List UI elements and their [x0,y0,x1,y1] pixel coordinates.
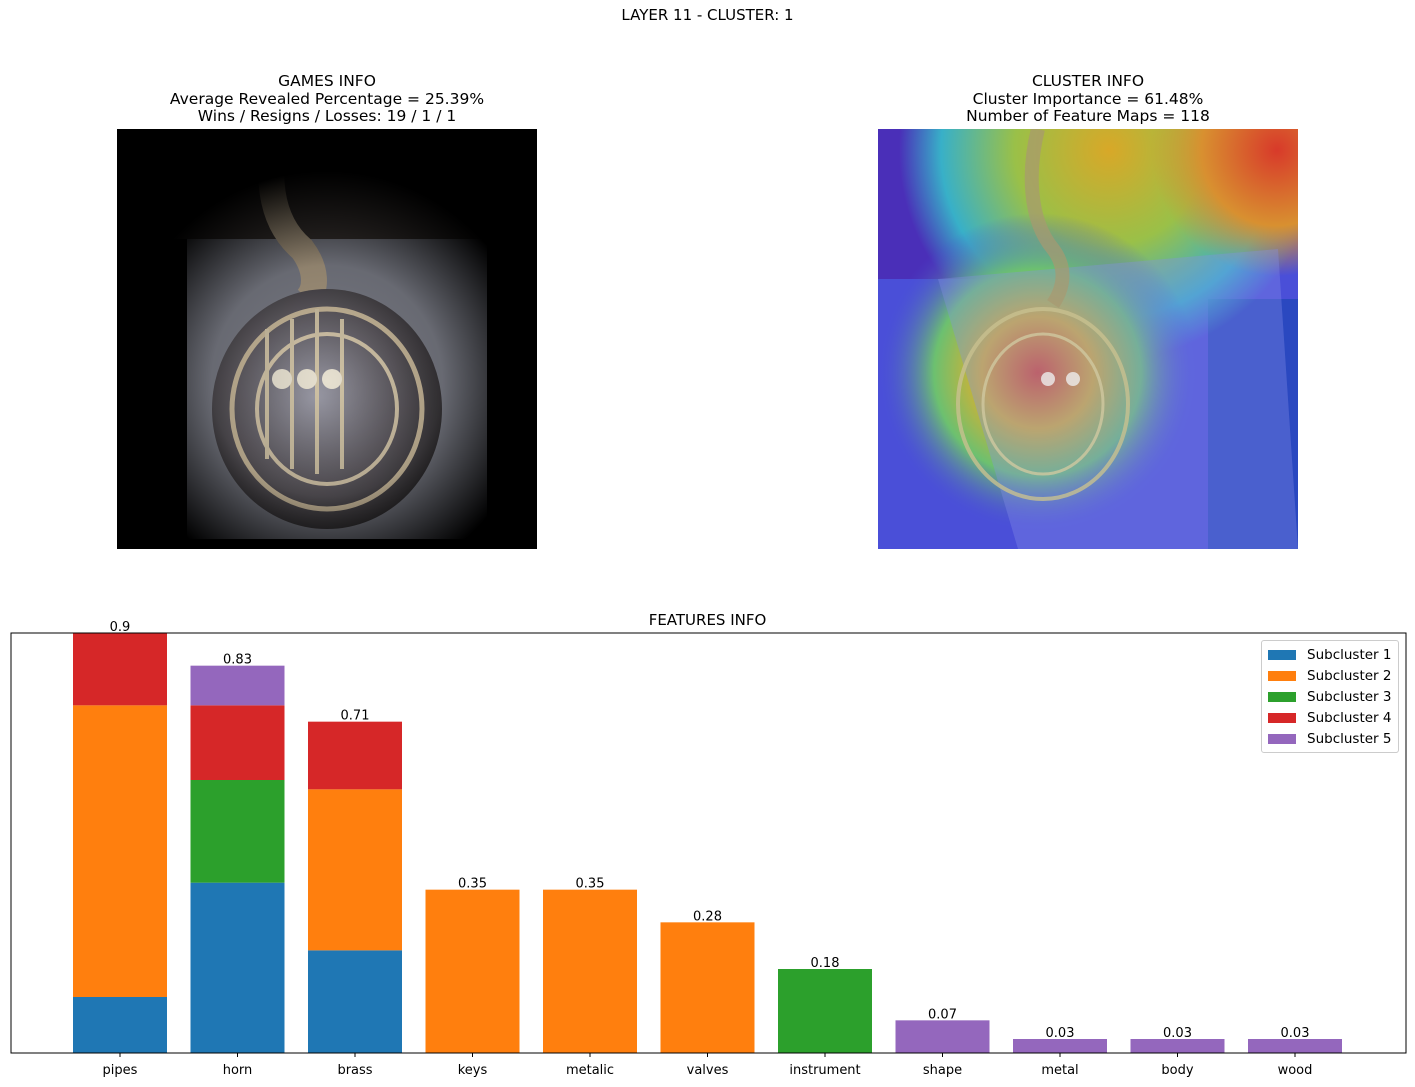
bar-total-label: 0.07 [928,1007,957,1022]
bar-pipes-subcluster-4 [73,633,167,706]
cluster-info-title: CLUSTER INFO [1031,72,1145,90]
average-revealed-percentage: Average Revealed Percentage = 25.39% [169,89,485,108]
bar-total-label: 0.18 [811,956,840,971]
bar-total-label: 0.03 [1046,1026,1075,1041]
cluster-info-title-block: CLUSTER INFO Cluster Importance = 61.48%… [878,72,1298,126]
legend-item: Subcluster 1 [1262,644,1398,665]
legend-item: Subcluster 2 [1262,665,1398,686]
x-tick-label: valves [687,1063,729,1078]
legend-item: Subcluster 3 [1262,686,1398,707]
cluster-importance: Cluster Importance = 61.48% [972,89,1204,108]
bar-body-subcluster-5 [1130,1039,1225,1053]
legend-label: Subcluster 1 [1307,646,1392,663]
wins-resigns-losses: Wins / Resigns / Losses: 19 / 1 / 1 [197,107,457,125]
legend-label: Subcluster 5 [1307,730,1392,747]
x-tick-label: horn [223,1063,253,1078]
games-info-title-block: GAMES INFO Average Revealed Percentage =… [117,72,537,126]
number-of-feature-maps: Number of Feature Maps = 118 [966,107,1210,125]
bar-total-label: 0.71 [341,709,370,724]
bar-total-label: 0.35 [576,877,605,892]
legend-label: Subcluster 4 [1307,709,1392,726]
bar-pipes-subcluster-1 [73,997,167,1053]
bar-metalic-subcluster-2 [543,889,637,1053]
figure-suptitle: LAYER 11 - CLUSTER: 1 [621,6,794,24]
bar-total-label: 0.28 [693,909,722,924]
bar-horn-subcluster-4 [190,705,285,780]
x-tick-label: brass [337,1063,372,1078]
bar-brass-subcluster-2 [308,789,402,951]
x-tick-label: pipes [103,1063,138,1078]
bar-total-label: 0.03 [1281,1026,1310,1041]
bar-total-label: 0.35 [458,877,487,892]
masked-horn-image [117,129,537,549]
bar-horn-subcluster-1 [190,882,285,1053]
x-tick-label: wood [1278,1063,1313,1078]
x-tick-label: shape [923,1063,962,1078]
bar-horn-subcluster-5 [190,665,285,706]
chart-title: FEATURES INFO [648,611,767,629]
x-tick-label: instrument [789,1063,860,1078]
legend-swatch [1268,649,1296,660]
cluster-heatmap-image [878,129,1298,549]
bar-wood-subcluster-5 [1248,1039,1342,1053]
chart-legend: Subcluster 1 Subcluster 2 Subcluster 3 Subc… [1261,640,1399,753]
bar-metal-subcluster-5 [1013,1039,1107,1053]
legend-label: Subcluster 2 [1307,667,1392,684]
bar-total-label: 0.03 [1163,1026,1192,1041]
x-tick-label: metal [1041,1063,1078,1078]
legend-swatch [1268,691,1296,702]
legend-item: Subcluster 5 [1262,728,1398,749]
bar-pipes-subcluster-2 [73,705,167,997]
legend-swatch [1268,733,1296,744]
bar-total-label: 0.83 [223,653,252,668]
bar-brass-subcluster-4 [308,721,402,790]
plot-frame [10,632,1407,1054]
x-tick-label: body [1161,1063,1193,1078]
legend-swatch [1268,670,1296,681]
bar-horn-subcluster-3 [190,780,285,883]
bar-instrument-subcluster-3 [778,969,872,1053]
bar-shape-subcluster-5 [895,1020,990,1053]
bar-total-label: 0.9 [110,620,131,635]
x-tick-label: keys [458,1063,488,1078]
bar-keys-subcluster-2 [425,889,520,1053]
games-info-title: GAMES INFO [278,72,376,90]
bar-valves-subcluster-2 [660,922,755,1053]
legend-swatch [1268,712,1296,723]
legend-label: Subcluster 3 [1307,688,1392,705]
bar-brass-subcluster-1 [308,950,402,1053]
x-tick-label: metalic [566,1063,614,1078]
legend-item: Subcluster 4 [1262,707,1398,728]
